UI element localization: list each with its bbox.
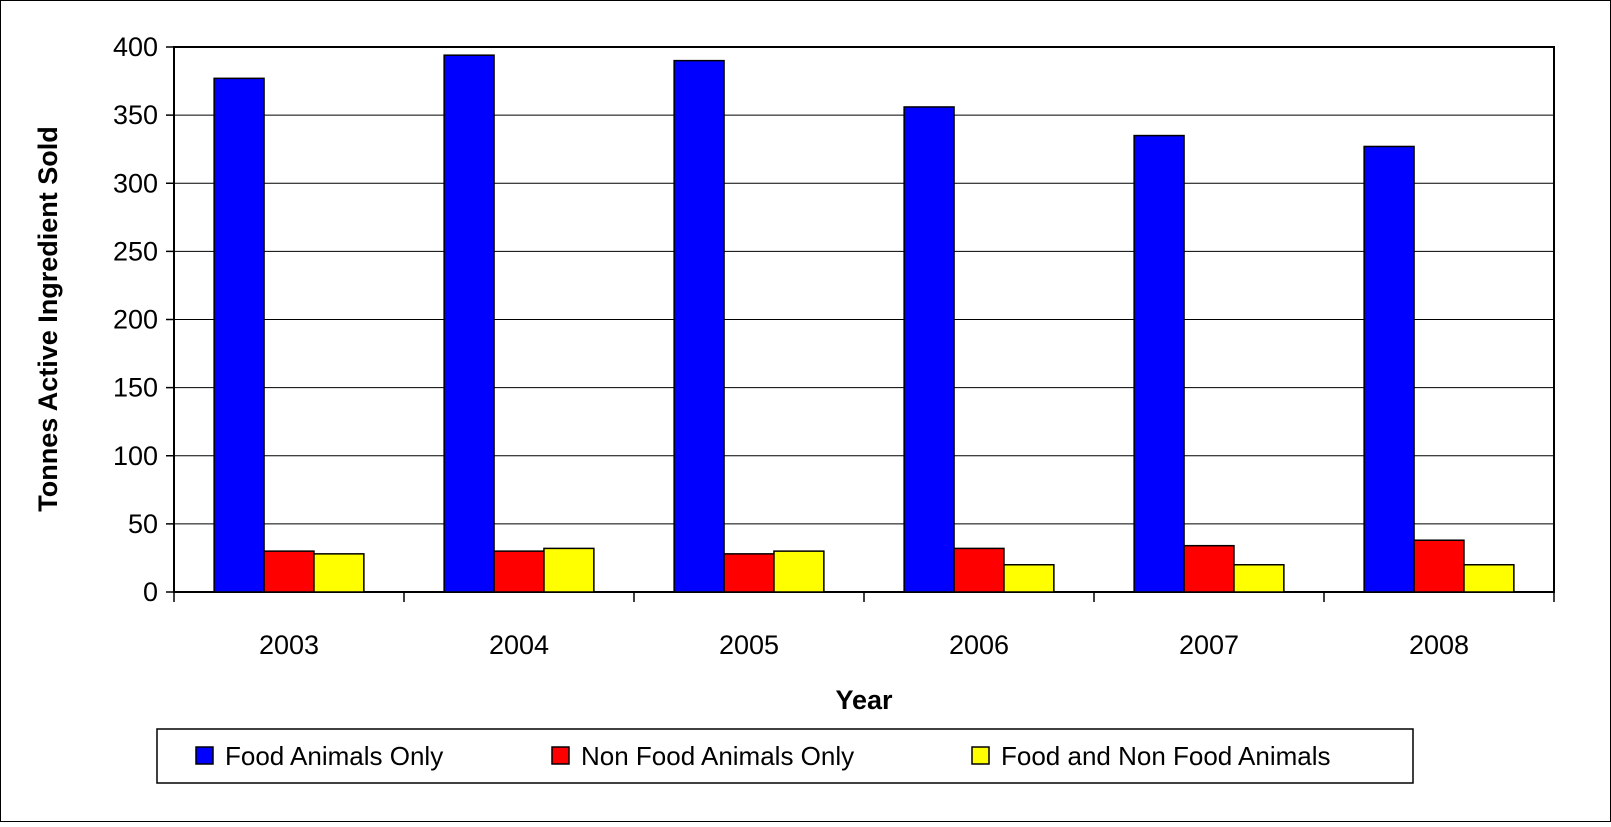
bar-non-food-animals-only-2006 xyxy=(953,547,1005,593)
bar-food-animals-only-2006 xyxy=(903,106,955,593)
y-tick-label: 300 xyxy=(113,168,158,198)
x-tick-label: 2004 xyxy=(489,630,549,660)
bar-non-food-animals-only-2003 xyxy=(263,550,315,593)
y-tick-label: 100 xyxy=(113,441,158,471)
legend-swatch-food-animals-only xyxy=(195,746,214,765)
y-axis: 0 50 100 150 200 250 300 350 400 xyxy=(113,32,174,607)
bar-food-and-non-food-animals-2006 xyxy=(1003,564,1055,593)
bars xyxy=(213,54,1515,593)
bar-food-and-non-food-animals-2003 xyxy=(313,553,365,593)
y-tick-label: 200 xyxy=(113,305,158,335)
x-tick-label: 2007 xyxy=(1179,630,1239,660)
bar-food-animals-only-2005 xyxy=(673,59,725,593)
x-tick-label: 2008 xyxy=(1409,630,1469,660)
legend: Food Animals Only Non Food Animals Only … xyxy=(156,728,1414,784)
y-axis-label: Tonnes Active Ingredient Sold xyxy=(33,126,63,512)
bar-non-food-animals-only-2008 xyxy=(1413,539,1465,593)
x-tick-label: 2006 xyxy=(949,630,1009,660)
gridlines xyxy=(174,114,1554,525)
legend-box xyxy=(156,728,1414,784)
bar-food-and-non-food-animals-2004 xyxy=(543,547,595,593)
y-tick-label: 350 xyxy=(113,100,158,130)
y-tick-label: 250 xyxy=(113,236,158,266)
bar-food-animals-only-2007 xyxy=(1133,134,1185,593)
y-tick-label: 0 xyxy=(143,577,158,607)
bar-food-animals-only-2008 xyxy=(1363,145,1415,593)
bar-food-and-non-food-animals-2005 xyxy=(773,550,825,593)
y-tick-label: 150 xyxy=(113,373,158,403)
legend-label-non-food-animals-only: Non Food Animals Only xyxy=(581,741,854,771)
bar-non-food-animals-only-2005 xyxy=(723,553,775,593)
bar-food-animals-only-2004 xyxy=(443,54,495,593)
legend-label-food-animals-only: Food Animals Only xyxy=(225,741,443,771)
x-tick-label: 2005 xyxy=(719,630,779,660)
legend-swatch-non-food-animals-only xyxy=(551,746,570,765)
bar-food-animals-only-2003 xyxy=(213,77,265,593)
bar-food-and-non-food-animals-2008 xyxy=(1463,564,1515,593)
y-tick-label: 50 xyxy=(128,509,158,539)
y-tick-label: 400 xyxy=(113,32,158,62)
x-tick-label: 2003 xyxy=(259,630,319,660)
x-axis: 2003 2004 2005 2006 2007 2008 xyxy=(173,592,1555,660)
bar-non-food-animals-only-2004 xyxy=(493,550,545,593)
legend-label-food-and-non-food-animals: Food and Non Food Animals xyxy=(1001,741,1331,771)
bar-non-food-animals-only-2007 xyxy=(1183,544,1235,593)
legend-swatch-food-and-non-food-animals xyxy=(971,746,990,765)
bar-food-and-non-food-animals-2007 xyxy=(1233,564,1285,593)
x-axis-label: Year xyxy=(835,685,893,715)
